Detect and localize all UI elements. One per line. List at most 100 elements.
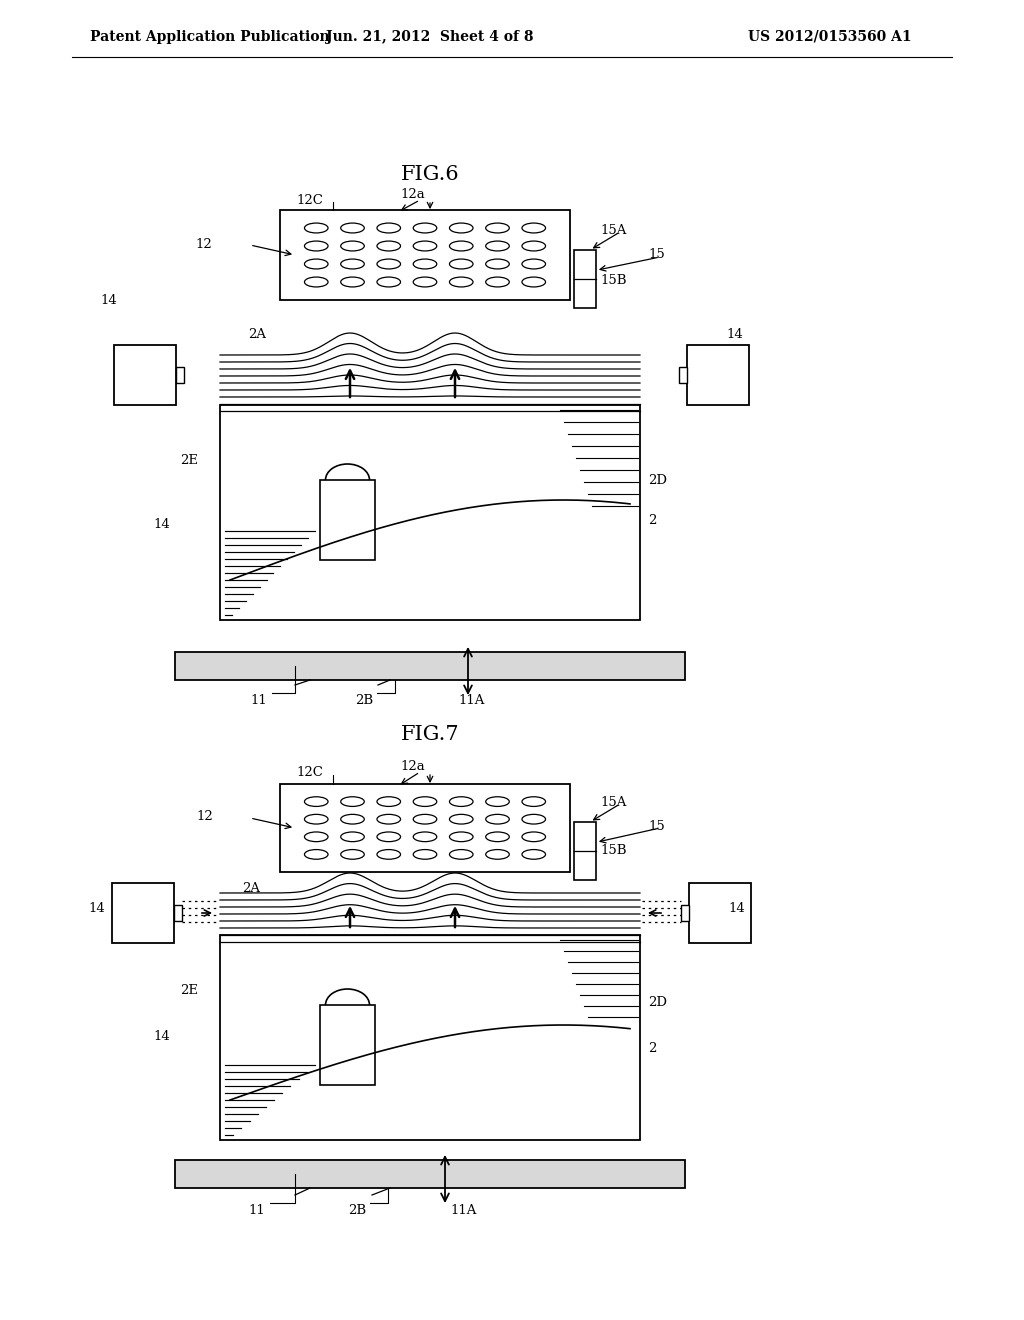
Ellipse shape bbox=[304, 814, 328, 824]
Text: 15A: 15A bbox=[600, 796, 627, 808]
Text: 2D: 2D bbox=[648, 474, 667, 487]
Bar bbox=[280, 784, 570, 873]
Ellipse shape bbox=[377, 814, 400, 824]
Ellipse shape bbox=[450, 223, 473, 232]
Bar bbox=[319, 1005, 375, 1085]
Text: FIG.7: FIG.7 bbox=[400, 726, 460, 744]
Ellipse shape bbox=[450, 797, 473, 807]
Ellipse shape bbox=[414, 223, 437, 232]
Text: 12: 12 bbox=[196, 809, 213, 822]
Ellipse shape bbox=[414, 832, 437, 842]
Ellipse shape bbox=[450, 277, 473, 286]
Text: 12C: 12C bbox=[296, 766, 323, 779]
Text: 2A: 2A bbox=[248, 329, 266, 342]
Text: 12C: 12C bbox=[296, 194, 323, 206]
Ellipse shape bbox=[341, 850, 365, 859]
Bar bbox=[175, 652, 685, 680]
Bar bbox=[112, 883, 174, 942]
Ellipse shape bbox=[522, 223, 546, 232]
Bar bbox=[574, 249, 596, 308]
Ellipse shape bbox=[377, 242, 400, 251]
Ellipse shape bbox=[485, 242, 509, 251]
Text: 2B: 2B bbox=[348, 1204, 367, 1217]
Text: 14: 14 bbox=[726, 329, 742, 342]
Ellipse shape bbox=[450, 242, 473, 251]
Text: 14: 14 bbox=[153, 1031, 170, 1044]
Ellipse shape bbox=[522, 832, 546, 842]
Text: 2B: 2B bbox=[355, 693, 373, 706]
Text: 12a: 12a bbox=[400, 759, 425, 772]
Ellipse shape bbox=[450, 832, 473, 842]
Ellipse shape bbox=[485, 850, 509, 859]
Bar bbox=[681, 906, 689, 921]
Text: 15B: 15B bbox=[600, 845, 627, 858]
Text: 2E: 2E bbox=[180, 454, 198, 466]
Text: 2D: 2D bbox=[648, 995, 667, 1008]
Bar bbox=[574, 822, 596, 880]
Bar bbox=[689, 883, 751, 942]
Ellipse shape bbox=[414, 797, 437, 807]
Bar bbox=[220, 405, 640, 620]
Ellipse shape bbox=[377, 797, 400, 807]
Ellipse shape bbox=[377, 277, 400, 286]
Bar bbox=[280, 210, 570, 300]
Text: 2: 2 bbox=[648, 1041, 656, 1055]
Ellipse shape bbox=[304, 242, 328, 251]
Ellipse shape bbox=[377, 850, 400, 859]
Bar bbox=[679, 367, 687, 383]
Ellipse shape bbox=[522, 277, 546, 286]
Ellipse shape bbox=[450, 259, 473, 269]
Text: 11A: 11A bbox=[458, 693, 484, 706]
Ellipse shape bbox=[522, 797, 546, 807]
Ellipse shape bbox=[414, 814, 437, 824]
Ellipse shape bbox=[341, 223, 365, 232]
Ellipse shape bbox=[450, 850, 473, 859]
Text: 2E: 2E bbox=[180, 983, 198, 997]
Ellipse shape bbox=[304, 832, 328, 842]
Text: US 2012/0153560 A1: US 2012/0153560 A1 bbox=[749, 30, 911, 44]
Ellipse shape bbox=[414, 277, 437, 286]
Bar bbox=[319, 480, 375, 560]
Bar bbox=[114, 345, 176, 405]
Text: 2A: 2A bbox=[242, 882, 260, 895]
Ellipse shape bbox=[341, 242, 365, 251]
Ellipse shape bbox=[304, 259, 328, 269]
Text: 14: 14 bbox=[100, 293, 117, 306]
Text: 15: 15 bbox=[648, 248, 665, 261]
Ellipse shape bbox=[522, 814, 546, 824]
Ellipse shape bbox=[377, 832, 400, 842]
Text: 11A: 11A bbox=[450, 1204, 476, 1217]
Ellipse shape bbox=[485, 832, 509, 842]
Ellipse shape bbox=[304, 277, 328, 286]
Text: 14: 14 bbox=[88, 902, 104, 915]
Ellipse shape bbox=[304, 223, 328, 232]
Text: 12a: 12a bbox=[400, 189, 425, 202]
Text: 15A: 15A bbox=[600, 223, 627, 236]
Text: 15: 15 bbox=[648, 820, 665, 833]
Text: 14: 14 bbox=[728, 902, 744, 915]
Ellipse shape bbox=[522, 259, 546, 269]
Ellipse shape bbox=[485, 797, 509, 807]
Ellipse shape bbox=[341, 277, 365, 286]
Ellipse shape bbox=[304, 850, 328, 859]
Ellipse shape bbox=[485, 814, 509, 824]
Text: FIG.6: FIG.6 bbox=[400, 165, 460, 185]
Bar bbox=[174, 906, 182, 921]
Bar bbox=[220, 935, 640, 1140]
Ellipse shape bbox=[522, 850, 546, 859]
Ellipse shape bbox=[450, 814, 473, 824]
Text: 11: 11 bbox=[248, 1204, 265, 1217]
Ellipse shape bbox=[485, 223, 509, 232]
Text: 12: 12 bbox=[195, 239, 212, 252]
Ellipse shape bbox=[414, 242, 437, 251]
Ellipse shape bbox=[341, 814, 365, 824]
Text: 14: 14 bbox=[153, 519, 170, 532]
Text: 15B: 15B bbox=[600, 273, 627, 286]
Text: 2: 2 bbox=[648, 513, 656, 527]
Text: Patent Application Publication: Patent Application Publication bbox=[90, 30, 330, 44]
Ellipse shape bbox=[522, 242, 546, 251]
Ellipse shape bbox=[485, 259, 509, 269]
Ellipse shape bbox=[414, 850, 437, 859]
Ellipse shape bbox=[377, 259, 400, 269]
Ellipse shape bbox=[341, 797, 365, 807]
